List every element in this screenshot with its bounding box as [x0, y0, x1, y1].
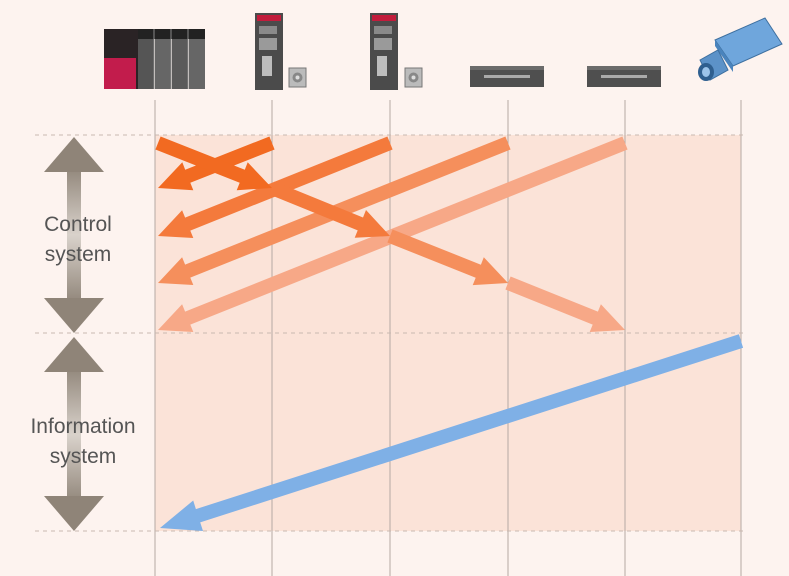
camera-icon [698, 17, 783, 81]
information-arrows [160, 334, 744, 531]
information-range-arrow [44, 337, 104, 531]
command-arrow-3 [387, 229, 508, 286]
camera-data-arrow [160, 334, 744, 531]
control-system-label: Control system [18, 210, 138, 270]
control-label-line1: Control [44, 213, 112, 236]
plc-icon [104, 29, 205, 89]
command-arrow-2 [269, 181, 390, 238]
inverter-icon [587, 66, 661, 87]
servo-amplifier-icon [255, 13, 307, 90]
control-arrows [155, 136, 628, 332]
info-label-line1: Information [30, 415, 136, 438]
inverter-icon [470, 66, 544, 87]
command-arrow-4 [505, 276, 625, 332]
servo-amplifier-icon [370, 13, 423, 90]
timing-lines [35, 134, 745, 532]
control-range-arrow [44, 137, 104, 333]
device-columns [154, 100, 742, 576]
info-label-line2: system [49, 445, 117, 468]
command-arrow-1 [155, 136, 272, 191]
control-label-line2: system [44, 243, 112, 266]
information-system-label: Information system [8, 412, 158, 472]
